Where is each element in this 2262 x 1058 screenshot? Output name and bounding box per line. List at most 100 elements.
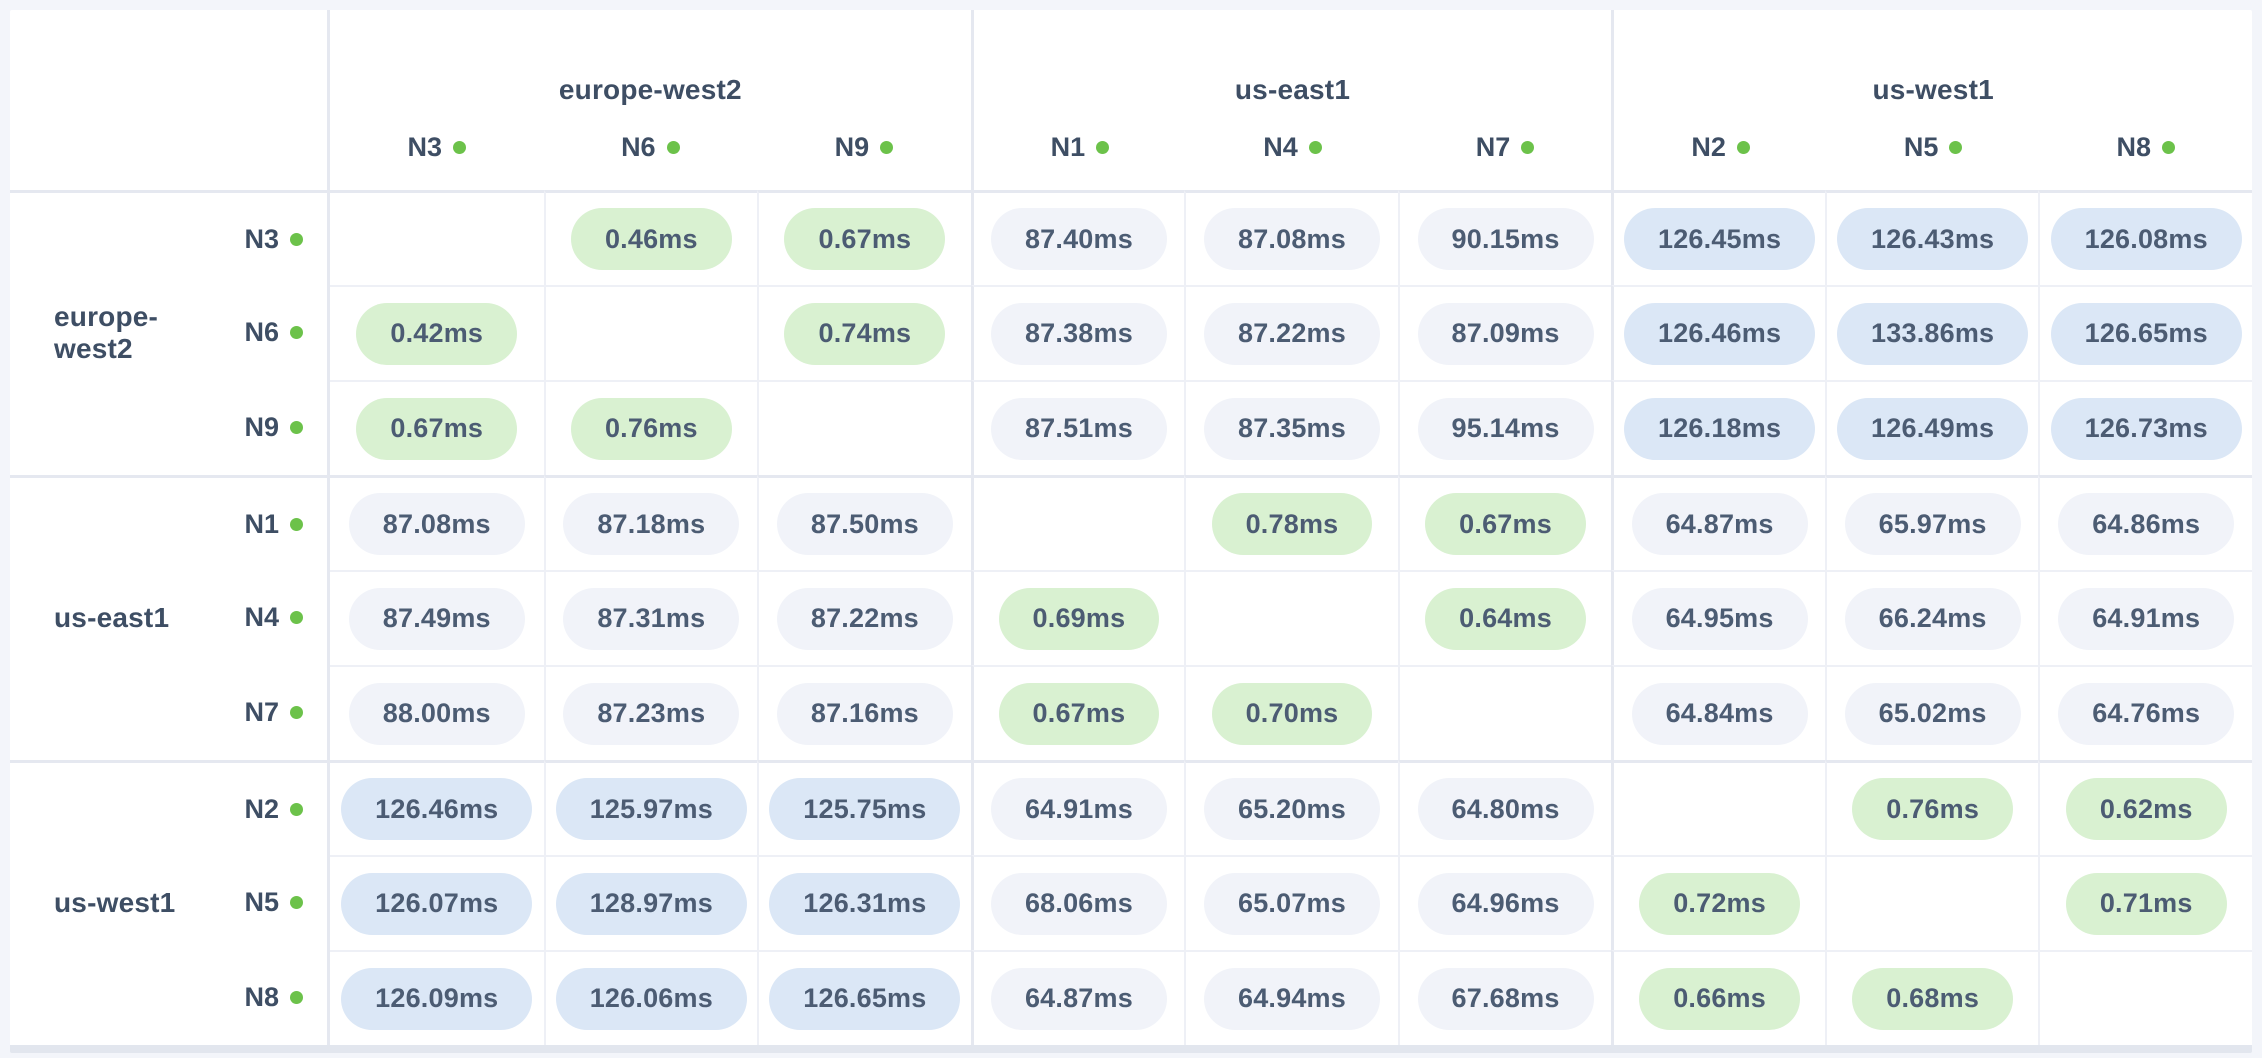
latency-pill[interactable]: 87.22ms bbox=[776, 587, 953, 650]
node-liveness-dot bbox=[1949, 141, 1963, 154]
node-column-header[interactable]: N9 bbox=[757, 132, 971, 163]
latency-pill[interactable]: 87.22ms bbox=[1203, 302, 1380, 365]
row-node-label[interactable]: N7 bbox=[244, 697, 279, 727]
node-column-header[interactable]: N7 bbox=[1399, 132, 1612, 163]
row-node-label[interactable]: N1 bbox=[244, 508, 279, 539]
latency-pill[interactable]: 87.38ms bbox=[990, 302, 1167, 365]
latency-pill[interactable]: 87.08ms bbox=[1203, 208, 1380, 270]
latency-cell: 87.40ms bbox=[970, 190, 1185, 285]
latency-pill[interactable]: 126.18ms bbox=[1623, 397, 1816, 460]
latency-pill[interactable]: 87.50ms bbox=[776, 493, 953, 555]
row-node-label[interactable]: N3 bbox=[244, 223, 279, 254]
node-column-header[interactable]: N6 bbox=[544, 132, 758, 163]
latency-pill[interactable]: 126.73ms bbox=[2050, 397, 2242, 460]
latency-pill[interactable]: 64.87ms bbox=[990, 967, 1167, 1030]
latency-pill[interactable]: 65.07ms bbox=[1203, 872, 1380, 935]
latency-pill[interactable]: 0.69ms bbox=[998, 587, 1160, 650]
node-column-header[interactable]: N1 bbox=[974, 132, 1187, 163]
node-column-header[interactable]: N8 bbox=[2039, 132, 2252, 163]
row-node-label[interactable]: N5 bbox=[244, 887, 279, 917]
latency-pill[interactable]: 87.08ms bbox=[348, 493, 525, 555]
latency-pill[interactable]: 65.97ms bbox=[1844, 493, 2021, 555]
node-column-header[interactable]: N5 bbox=[1827, 132, 2040, 163]
row-node-label[interactable]: N2 bbox=[244, 793, 279, 824]
latency-pill[interactable]: 133.86ms bbox=[1837, 302, 2029, 365]
latency-pill[interactable]: 87.51ms bbox=[990, 397, 1167, 460]
latency-pill[interactable]: 0.67ms bbox=[1425, 493, 1586, 555]
latency-pill[interactable]: 87.35ms bbox=[1203, 397, 1380, 460]
latency-pill[interactable]: 87.40ms bbox=[990, 208, 1167, 270]
latency-pill[interactable]: 126.06ms bbox=[555, 967, 747, 1030]
latency-pill[interactable]: 66.24ms bbox=[1844, 587, 2021, 650]
latency-pill[interactable]: 64.95ms bbox=[1631, 587, 1808, 650]
latency-pill[interactable]: 0.74ms bbox=[784, 302, 946, 365]
latency-pill[interactable]: 87.16ms bbox=[776, 682, 953, 745]
latency-pill[interactable]: 0.76ms bbox=[1852, 778, 2014, 840]
latency-pill[interactable]: 0.67ms bbox=[356, 397, 518, 460]
latency-pill[interactable]: 87.18ms bbox=[563, 493, 740, 555]
latency-cell: 64.84ms bbox=[1611, 665, 1825, 760]
latency-pill[interactable]: 64.86ms bbox=[2058, 493, 2235, 555]
row-node-label[interactable]: N6 bbox=[244, 317, 279, 347]
latency-pill[interactable]: 65.20ms bbox=[1203, 778, 1380, 840]
latency-pill[interactable]: 126.09ms bbox=[341, 967, 533, 1030]
latency-pill[interactable]: 0.64ms bbox=[1425, 587, 1586, 650]
latency-pill[interactable]: 0.70ms bbox=[1211, 682, 1373, 745]
latency-pill[interactable]: 0.67ms bbox=[784, 208, 946, 270]
latency-pill[interactable]: 126.65ms bbox=[769, 967, 961, 1030]
latency-pill[interactable]: 87.23ms bbox=[563, 682, 740, 745]
latency-pill[interactable]: 126.45ms bbox=[1623, 208, 1816, 270]
row-node-label[interactable]: N4 bbox=[244, 602, 279, 632]
latency-pill[interactable]: 0.68ms bbox=[1852, 967, 2014, 1030]
latency-pill[interactable]: 90.15ms bbox=[1417, 208, 1594, 270]
latency-pill[interactable]: 64.76ms bbox=[2058, 682, 2235, 745]
latency-pill[interactable]: 87.09ms bbox=[1417, 302, 1594, 365]
latency-pill[interactable]: 87.31ms bbox=[563, 587, 740, 650]
latency-cell: 133.86ms bbox=[1824, 285, 2039, 380]
latency-pill[interactable]: 64.94ms bbox=[1203, 967, 1380, 1030]
node-column-header[interactable]: N3 bbox=[330, 132, 544, 163]
latency-pill[interactable]: 128.97ms bbox=[555, 872, 747, 935]
latency-pill[interactable]: 0.42ms bbox=[356, 302, 518, 365]
latency-pill[interactable]: 0.46ms bbox=[570, 208, 732, 270]
node-column-header[interactable]: N2 bbox=[1614, 132, 1827, 163]
row-node-label[interactable]: N9 bbox=[244, 412, 279, 442]
latency-pill[interactable]: 0.62ms bbox=[2065, 778, 2227, 840]
latency-pill[interactable]: 126.08ms bbox=[2050, 208, 2242, 270]
latency-pill[interactable]: 95.14ms bbox=[1417, 397, 1594, 460]
node-column-header[interactable]: N4 bbox=[1186, 132, 1399, 163]
latency-pill[interactable]: 126.49ms bbox=[1837, 397, 2029, 460]
latency-pill[interactable]: 0.71ms bbox=[2065, 872, 2227, 935]
latency-pill[interactable]: 125.97ms bbox=[555, 778, 747, 840]
row-label-cell: N9 bbox=[10, 380, 330, 475]
latency-pill[interactable]: 0.67ms bbox=[998, 682, 1160, 745]
latency-cell: 64.91ms bbox=[970, 760, 1185, 855]
latency-pill[interactable]: 64.91ms bbox=[2058, 587, 2235, 650]
latency-pill[interactable]: 126.46ms bbox=[341, 778, 533, 840]
latency-pill[interactable]: 0.72ms bbox=[1639, 872, 1800, 935]
latency-pill[interactable]: 65.02ms bbox=[1844, 682, 2021, 745]
latency-pill[interactable]: 64.96ms bbox=[1417, 872, 1594, 935]
latency-pill[interactable]: 88.00ms bbox=[348, 682, 525, 745]
latency-pill[interactable]: 0.76ms bbox=[570, 397, 732, 460]
latency-pill[interactable]: 87.49ms bbox=[348, 587, 525, 650]
latency-pill[interactable]: 126.07ms bbox=[341, 872, 533, 935]
node-liveness-dot bbox=[2161, 141, 2175, 154]
latency-pill[interactable]: 125.75ms bbox=[769, 778, 961, 840]
latency-pill[interactable]: 126.65ms bbox=[2050, 302, 2242, 365]
latency-pill[interactable]: 64.91ms bbox=[990, 778, 1167, 840]
row-node-label[interactable]: N8 bbox=[244, 982, 279, 1012]
latency-pill[interactable]: 126.43ms bbox=[1837, 208, 2029, 270]
latency-pill[interactable]: 0.78ms bbox=[1211, 493, 1373, 555]
latency-self-cell bbox=[1397, 665, 1612, 760]
latency-pill[interactable]: 64.80ms bbox=[1417, 778, 1594, 840]
latency-pill[interactable]: 68.06ms bbox=[990, 872, 1167, 935]
latency-pill[interactable]: 0.66ms bbox=[1639, 967, 1800, 1030]
latency-pill[interactable]: 126.46ms bbox=[1623, 302, 1816, 365]
latency-pill[interactable]: 64.84ms bbox=[1631, 682, 1808, 745]
node-column-label: N3 bbox=[407, 132, 443, 162]
latency-pill[interactable]: 126.31ms bbox=[769, 872, 961, 935]
latency-pill[interactable]: 64.87ms bbox=[1631, 493, 1808, 555]
node-liveness-dot bbox=[453, 141, 467, 154]
latency-pill[interactable]: 67.68ms bbox=[1417, 967, 1594, 1030]
